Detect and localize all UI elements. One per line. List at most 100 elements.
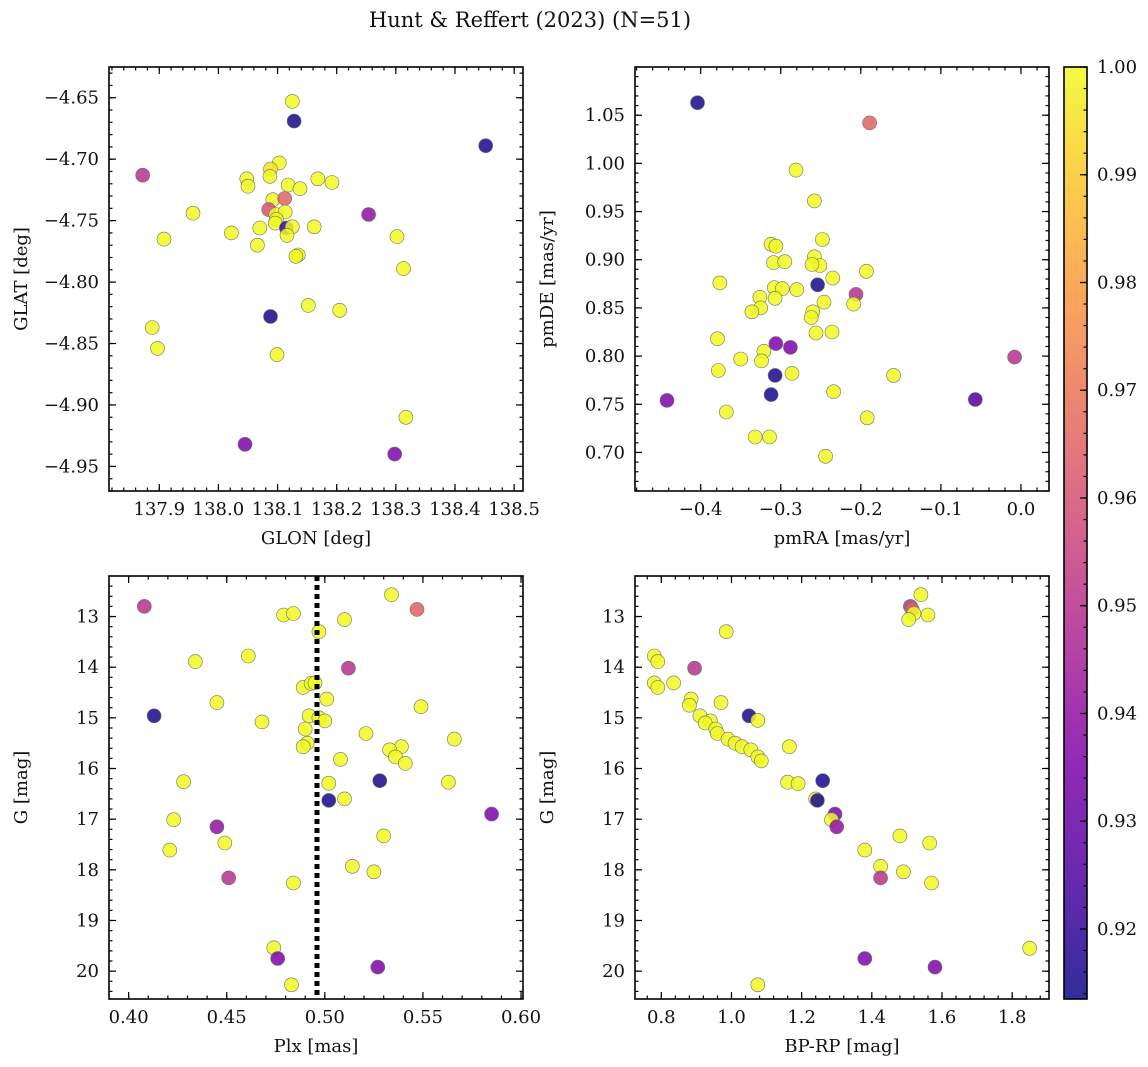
scatter-point (927, 959, 943, 975)
scatter-point (262, 169, 278, 184)
scatter-point (682, 697, 697, 713)
y-tick-label: 13 (76, 607, 99, 628)
x-tick-label: 138.3 (370, 499, 422, 520)
scatter-point (292, 181, 308, 196)
y-tick-label: 0.80 (585, 346, 625, 367)
x-tick-label: 0.40 (109, 1007, 149, 1028)
scatter-point (317, 713, 333, 729)
scatter-point (857, 951, 873, 966)
x-tick-label: 1.8 (998, 1007, 1027, 1028)
x-tick-label: 1.2 (787, 1007, 816, 1028)
panel-glon-glat: 137.9 138.0 138.1 138.2 138.3 138.4 138.5 −4.65… (11, 66, 540, 549)
scatter-point (859, 410, 875, 426)
scatter-point (324, 175, 340, 190)
scatter-point (784, 366, 800, 381)
scatter-point (1007, 349, 1022, 365)
x-tick-label: 0.55 (403, 1007, 443, 1028)
scatter-point (277, 191, 293, 206)
scatter-point (762, 429, 777, 445)
y-axis-label: G [mag] (11, 751, 32, 824)
scatter-point (333, 752, 348, 767)
colorbar: 0.92 0.93 0.94 0.95 0.96 0.97 0.98 0.99 1.00 (1063, 57, 1137, 1000)
colorbar-tick-label: 0.93 (1097, 811, 1137, 832)
scatter-point (733, 351, 749, 367)
scatter-point (250, 237, 265, 253)
scatter-point (713, 695, 729, 710)
scatter-point (319, 691, 335, 707)
scatter-point (913, 587, 929, 603)
y-tick-label: 15 (602, 708, 625, 729)
scatter-point (284, 94, 300, 109)
scatter-point (387, 446, 403, 462)
x-tick-label: −0.4 (679, 499, 723, 520)
y-tick-label: 13 (602, 607, 625, 628)
scatter-point (789, 282, 805, 297)
panels: 137.9 138.0 138.1 138.2 138.3 138.4 138.5 −4.65… (11, 66, 1050, 1057)
scatter-point (144, 320, 160, 335)
scatter-point (824, 324, 840, 340)
scatter-point (710, 331, 725, 347)
scatter-point (384, 587, 399, 603)
y-axis-label: GLAT [deg] (11, 227, 32, 331)
y-tick-label: −4.65 (44, 88, 99, 109)
y-tick-label: 16 (76, 759, 99, 780)
scatter-point (718, 624, 734, 640)
y-tick-label: 16 (602, 759, 625, 780)
scatter-point (321, 793, 337, 808)
scatter-point (137, 599, 152, 614)
scatter-point (783, 340, 798, 355)
scatter-point (825, 270, 841, 286)
x-tick-label: 138.0 (193, 499, 245, 520)
scatter-point (767, 368, 783, 383)
scatter-point (718, 404, 734, 420)
x-tick-label: 138.5 (488, 499, 540, 520)
scatter-point (744, 304, 760, 320)
y-tick-label: 15 (76, 708, 99, 729)
scatter-point (341, 660, 356, 676)
colorbar-tick-label: 0.96 (1097, 488, 1137, 509)
scatter-point (901, 612, 917, 627)
scatter-point (790, 776, 806, 792)
panel-plx-g: 0.40 0.45 0.50 0.55 0.60 13 14 15 16 17 18 19 20 Plx … (11, 575, 541, 1057)
scatter-point (478, 138, 494, 153)
scatter-point (188, 654, 203, 669)
y-tick-label: 0.70 (585, 442, 625, 463)
scatter-point (389, 229, 405, 244)
scatter-point (332, 302, 348, 318)
panel-pm: −0.4 −0.3 −0.2 −0.1 0.0 0.70 0.75 0.80 0.85 0.90 0… (537, 66, 1050, 549)
scatter-point (857, 842, 873, 858)
x-axis-label: pmRA [mas/yr] (774, 528, 911, 549)
scatter-point (782, 739, 797, 755)
scatter-point (370, 959, 386, 975)
scatter-point (687, 660, 702, 676)
y-tick-label: 17 (76, 809, 99, 830)
scatter-point (263, 309, 278, 324)
scatter-point (269, 347, 285, 362)
scatter-point (754, 353, 769, 369)
y-tick-label: −4.70 (44, 149, 99, 170)
scatter-point (767, 290, 783, 306)
scatter-point (288, 248, 304, 264)
y-tick-label: 0.85 (585, 298, 625, 319)
scatter-point (446, 731, 462, 747)
x-tick-label: 0.45 (207, 1007, 247, 1028)
points-bprp-g (646, 587, 1037, 993)
scatter-point (413, 699, 429, 715)
axes-frame (634, 66, 1050, 492)
scatter-point (768, 238, 784, 254)
y-axis-label: G [mag] (537, 751, 558, 824)
scatter-point (750, 713, 766, 728)
scatter-point (788, 162, 804, 178)
scatter-point (922, 835, 938, 851)
scatter-point (409, 602, 425, 617)
scatter-point (816, 294, 832, 310)
scatter-point (398, 409, 414, 425)
scatter-point (763, 387, 779, 402)
y-axis-label: pmDE [mas/yr] (537, 210, 558, 348)
x-tick-label: 138.4 (429, 499, 481, 520)
scatter-point (1022, 940, 1037, 956)
scatter-point (804, 257, 820, 272)
y-tick-label: 1.05 (585, 105, 625, 126)
x-tick-label: 0.60 (501, 1007, 541, 1028)
